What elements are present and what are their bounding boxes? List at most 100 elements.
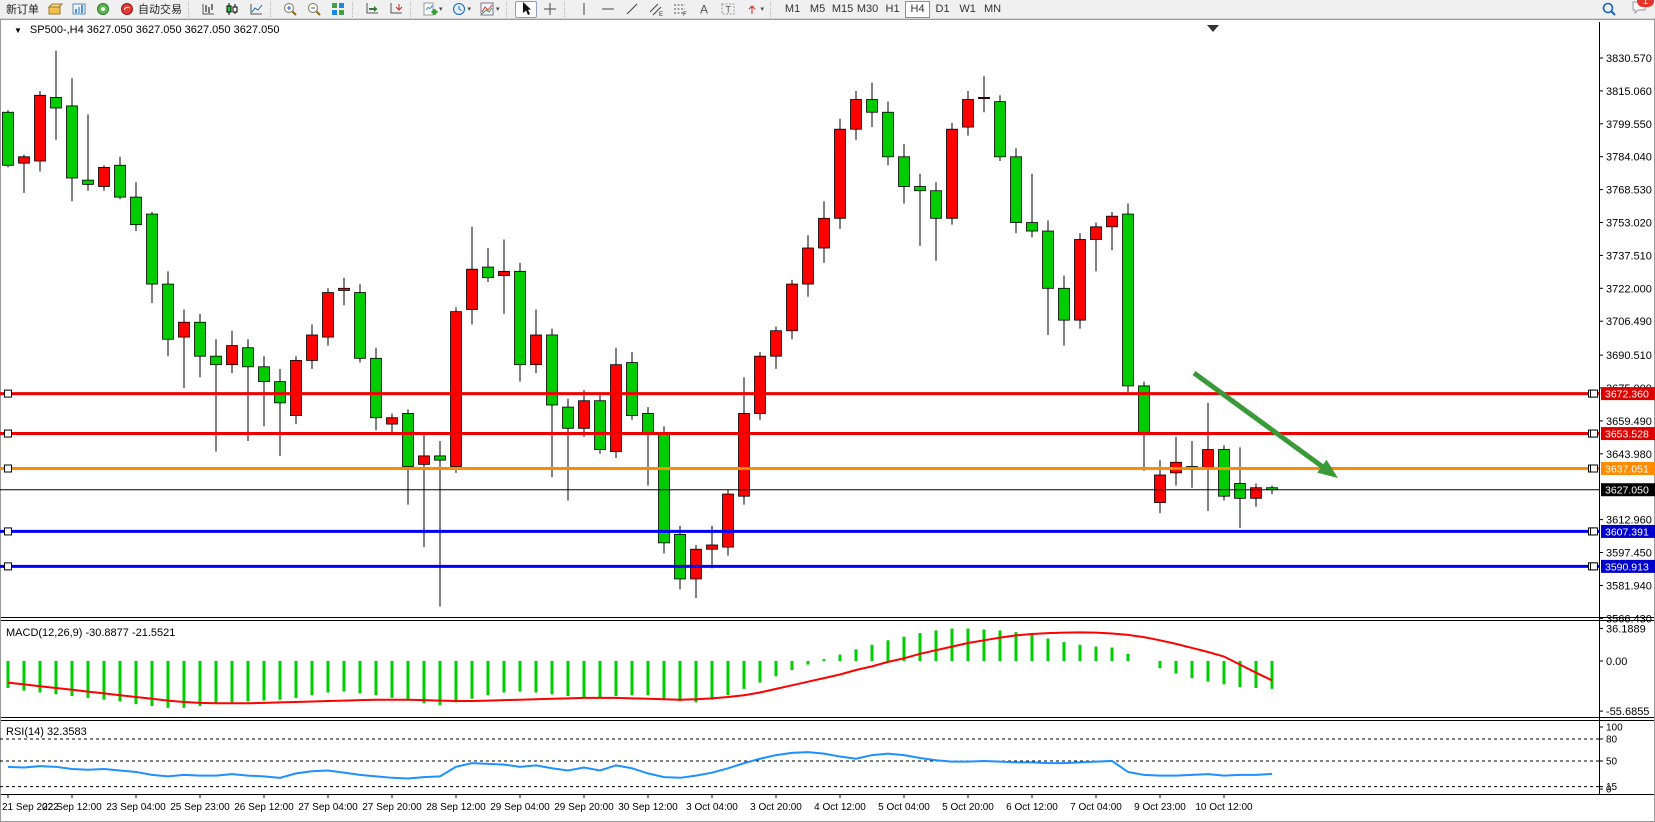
autotrading-button[interactable]: 自动交易: [116, 1, 185, 18]
hline-handle[interactable]: [4, 429, 12, 438]
svg-text:T: T: [725, 5, 731, 15]
fibonacci-button[interactable]: F: [669, 1, 691, 18]
candle-body: [1202, 449, 1214, 470]
hline-handle[interactable]: [4, 562, 12, 571]
line-chart-button[interactable]: [245, 1, 267, 18]
timeframe-h1-button[interactable]: H1: [885, 3, 900, 15]
hline-handle[interactable]: [4, 527, 12, 536]
candle-body: [242, 347, 254, 368]
candle-body: [946, 128, 958, 219]
text-button[interactable]: A: [693, 1, 715, 18]
periods-button[interactable]: ▾: [448, 1, 475, 18]
toolbar-separator: [563, 1, 570, 17]
candle: [818, 201, 830, 263]
candles-icon: [226, 3, 238, 15]
notifications-button[interactable]: 1: [1631, 0, 1654, 20]
candle: [626, 351, 638, 420]
indicators-button[interactable]: ▾: [419, 1, 446, 18]
periods-button-caret-icon[interactable]: ▾: [467, 6, 472, 13]
candle: [306, 324, 318, 369]
candle-body: [418, 455, 430, 465]
price-badge-label: 3590.913: [1605, 561, 1649, 573]
candle-body: [994, 101, 1006, 158]
timeframe-m5-button[interactable]: M5: [809, 3, 826, 15]
timeframe-h4-button[interactable]: H4: [905, 0, 931, 18]
time-tick-label: 27 Sep 20:00: [362, 802, 422, 813]
candle: [402, 409, 414, 505]
timeframe-w1-button[interactable]: W1: [959, 3, 976, 15]
timeframe-mn-button[interactable]: MN: [984, 3, 1002, 15]
candle: [738, 377, 750, 505]
candle: [1218, 445, 1230, 501]
zoom-out-button[interactable]: [303, 1, 325, 18]
price-tick-label: 3799.550: [1606, 119, 1652, 131]
badge-handle[interactable]: [1590, 464, 1598, 473]
collapse-arrow-icon[interactable]: ▼: [14, 25, 22, 35]
candle-body: [658, 432, 670, 544]
cursor-icon: [522, 2, 531, 15]
horizontal-line-button[interactable]: [597, 1, 619, 18]
candlestick-chart-button[interactable]: [221, 1, 243, 18]
candle: [1202, 402, 1214, 512]
bar-chart-button[interactable]: [197, 1, 219, 18]
candle: [722, 489, 734, 556]
zoom-in-icon: [284, 3, 297, 16]
candle-body: [354, 292, 366, 359]
candle-body: [210, 355, 222, 366]
price-tick-label: 3784.040: [1606, 152, 1652, 164]
data-window-button[interactable]: [68, 1, 90, 18]
chart-canvas[interactable]: MACD(12,26,9) -30.8877 -21.5521 RSI(14) 3…: [0, 19, 1655, 822]
time-tick-label: 29 Sep 04:00: [490, 802, 550, 813]
vertical-line-button[interactable]: [573, 1, 595, 18]
hline-handle[interactable]: [4, 389, 12, 398]
auto-scroll-button[interactable]: [361, 1, 383, 18]
text-label-button[interactable]: T: [717, 1, 739, 18]
badge-handle[interactable]: [1590, 429, 1598, 438]
hline-handle[interactable]: [4, 464, 12, 473]
candle-body: [1234, 483, 1246, 499]
toolbar-buttons: 新订单 自动交易 ▾ ▾ ▾ E F A T ▾: [2, 0, 778, 18]
candle: [1234, 447, 1246, 529]
candle-body: [466, 268, 478, 310]
trendline-button[interactable]: [621, 1, 643, 18]
time-tick-label: 6 Oct 12:00: [1006, 802, 1058, 813]
trend-arrow-head[interactable]: [1317, 459, 1338, 478]
new-order-button-label: 新订单: [6, 4, 39, 16]
candle: [578, 390, 590, 437]
market-watch-button[interactable]: [44, 1, 66, 18]
candle: [1186, 441, 1198, 488]
price-tick-label: 3566.430: [1606, 613, 1652, 625]
price-badge: [1601, 524, 1655, 538]
chart-window[interactable]: ▼ SP500-,H4 3627.050 3627.050 3627.050 3…: [0, 19, 1655, 822]
cursor-button[interactable]: [514, 0, 537, 18]
indicators-button-caret-icon[interactable]: ▾: [439, 6, 443, 13]
timeframe-d1-button[interactable]: D1: [935, 3, 950, 15]
timeframe-m30-button[interactable]: M30: [856, 3, 879, 15]
price-badge-label: 3672.360: [1605, 389, 1649, 401]
time-tick-label: 10 Oct 12:00: [1195, 802, 1253, 813]
arrows-button[interactable]: ▾: [741, 1, 768, 18]
fibonacci-icon: F: [673, 4, 687, 17]
search-icon[interactable]: [1598, 1, 1620, 18]
new-order-button[interactable]: 新订单: [3, 1, 42, 18]
price-tick-label: 3722.000: [1606, 283, 1652, 295]
crosshair-button[interactable]: [539, 1, 561, 18]
zoom-in-button[interactable]: [279, 1, 301, 18]
candle-body: [690, 548, 702, 580]
chart-shift-button[interactable]: [385, 1, 407, 18]
navigator-button[interactable]: [92, 1, 114, 18]
timeframe-m15-button[interactable]: M15: [831, 3, 854, 15]
timeframe-m1-button[interactable]: M1: [784, 3, 801, 15]
equidistant-channel-button[interactable]: E: [645, 1, 667, 18]
badge-handle[interactable]: [1590, 389, 1598, 398]
badge-handle[interactable]: [1590, 562, 1598, 571]
templates-button-caret-icon[interactable]: ▾: [496, 6, 500, 13]
trend-arrow[interactable]: [1192, 370, 1329, 472]
candle: [706, 525, 718, 569]
arrows-button-caret-icon[interactable]: ▾: [760, 6, 765, 13]
tile-windows-button[interactable]: [327, 1, 349, 18]
time-tick-label: 3 Oct 20:00: [750, 802, 802, 813]
chart-shift-marker-icon: [1207, 25, 1219, 32]
templates-button[interactable]: ▾: [476, 1, 503, 18]
badge-handle[interactable]: [1590, 527, 1598, 536]
